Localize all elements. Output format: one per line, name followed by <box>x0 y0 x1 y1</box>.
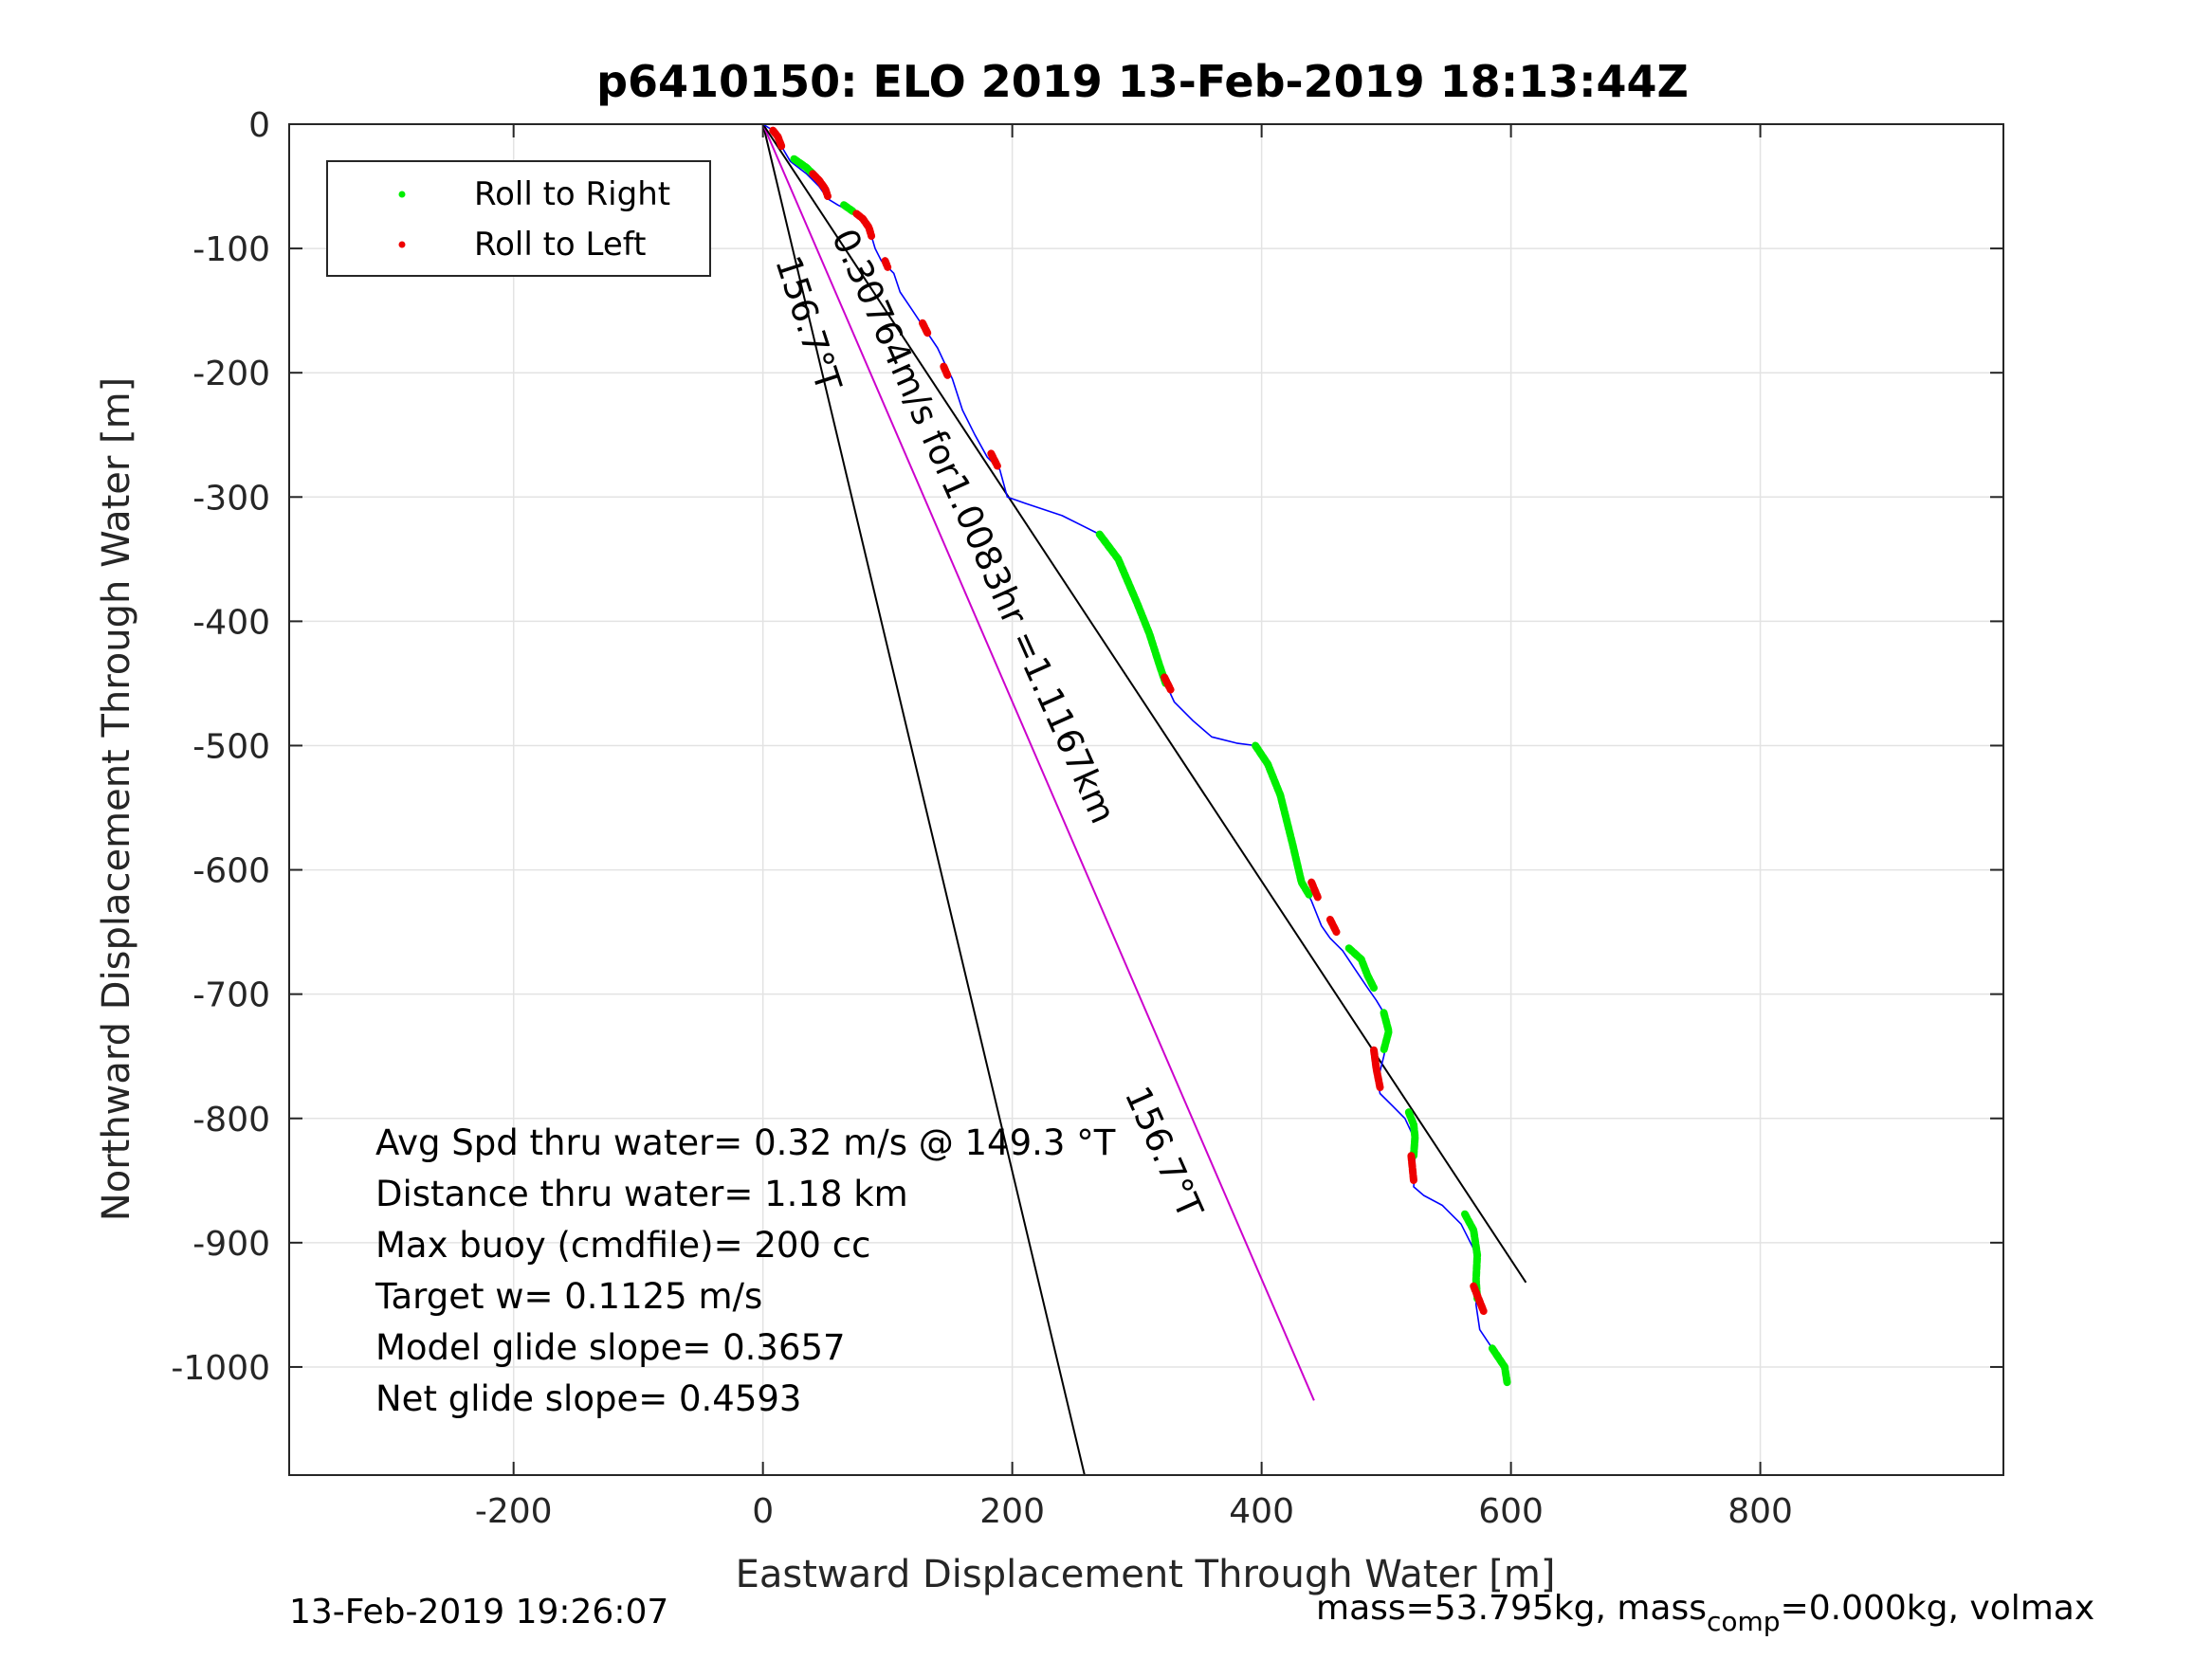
x-tick-label: 400 <box>1229 1492 1294 1531</box>
x-tick-label: 800 <box>1728 1492 1793 1531</box>
roll-markers <box>769 126 1511 1387</box>
roll-right-segment <box>840 201 857 215</box>
legend-swatch-roll-right <box>398 191 406 198</box>
annotation-label: 156.7°T <box>767 251 849 396</box>
legend-swatch-roll-left <box>398 241 406 248</box>
footer-timestamp: 13-Feb-2019 19:26:07 <box>289 1593 668 1632</box>
footer-mass-info: mass=53.795kg, masscomp=0.000kg, volmax <box>1316 1589 2094 1637</box>
stats-avg-speed: Avg Spd thru water= 0.32 m/s @ 149.3 °T <box>375 1122 1116 1163</box>
roll-left-segment <box>809 170 832 200</box>
stats-block: Avg Spd thru water= 0.32 m/s @ 149.3 °T … <box>375 1122 1116 1419</box>
legend-label-roll-left: Roll to Left <box>474 226 647 264</box>
roll-left-segment <box>1470 1282 1488 1315</box>
x-tick-label: 200 <box>979 1492 1045 1531</box>
y-tick-label: -900 <box>192 1225 270 1264</box>
x-tick-label: 600 <box>1478 1492 1544 1531</box>
y-axis-label: Northward Displacement Through Water [m] <box>95 377 138 1221</box>
y-tick-label: -600 <box>192 852 270 891</box>
grid <box>289 123 2003 1475</box>
roll-right-segment <box>1380 1009 1393 1054</box>
stats-target-w: Target w= 0.1125 m/s <box>375 1276 762 1317</box>
annotation-label: 156.7°T <box>1117 1081 1211 1225</box>
chart-title: p6410150: ELO 2019 13-Feb-2019 18:13:44Z <box>596 56 1689 107</box>
roll-left-segment <box>881 257 892 271</box>
axis-ticks: -200 0 200 400 600 800 0 -100 -200 -300 -400 -500 -6… <box>171 106 2003 1531</box>
legend-label-roll-right: Roll to Right <box>474 175 670 213</box>
roll-left-segment <box>852 210 876 240</box>
roll-right-segment <box>1344 944 1378 993</box>
y-tick-label: -1000 <box>171 1349 270 1388</box>
y-tick-label: -300 <box>192 479 270 518</box>
roll-right-segment <box>1404 1108 1419 1160</box>
x-tick-label: 0 <box>752 1492 774 1531</box>
y-tick-label: -100 <box>192 230 270 269</box>
roll-left-segment <box>940 362 952 379</box>
roll-left-segment <box>769 126 786 151</box>
legend-box <box>326 160 711 277</box>
roll-left-segment <box>1161 673 1175 694</box>
reference-line <box>761 123 1315 1401</box>
stats-max-buoy: Max buoy (cmdfile)= 200 cc <box>375 1225 870 1266</box>
reference-line <box>761 123 1527 1284</box>
roll-left-segment <box>987 449 1001 470</box>
roll-right-segment <box>1488 1344 1511 1387</box>
plot-frame <box>288 123 2004 1476</box>
stats-model-glide: Model glide slope= 0.3657 <box>375 1327 846 1368</box>
x-tick-label: -200 <box>475 1492 553 1531</box>
annotation-label: 0.30764m/s for1.0083hr =1.1167km <box>824 223 1124 830</box>
stats-distance: Distance thru water= 1.18 km <box>375 1174 908 1214</box>
y-tick-label: -400 <box>192 603 270 642</box>
y-tick-label: -700 <box>192 976 270 1015</box>
roll-left-segment <box>1370 1046 1384 1091</box>
x-axis-label: Eastward Displacement Through Water [m] <box>736 1553 1556 1596</box>
y-tick-label: 0 <box>248 106 270 145</box>
roll-left-segment <box>1325 916 1341 937</box>
roll-right-segment <box>1252 741 1313 899</box>
stats-net-glide: Net glide slope= 0.4593 <box>375 1378 801 1419</box>
legend: Roll to Right Roll to Left <box>326 160 711 277</box>
roll-left-segment <box>1407 1152 1417 1185</box>
roll-left-segment <box>919 319 932 337</box>
roll-right-segment <box>1095 530 1170 687</box>
y-tick-label: -800 <box>192 1101 270 1139</box>
roll-left-segment <box>1307 878 1322 902</box>
reference-line <box>761 123 1086 1476</box>
reference-lines <box>761 123 1527 1476</box>
y-tick-label: -500 <box>192 727 270 766</box>
y-tick-label: -200 <box>192 355 270 393</box>
